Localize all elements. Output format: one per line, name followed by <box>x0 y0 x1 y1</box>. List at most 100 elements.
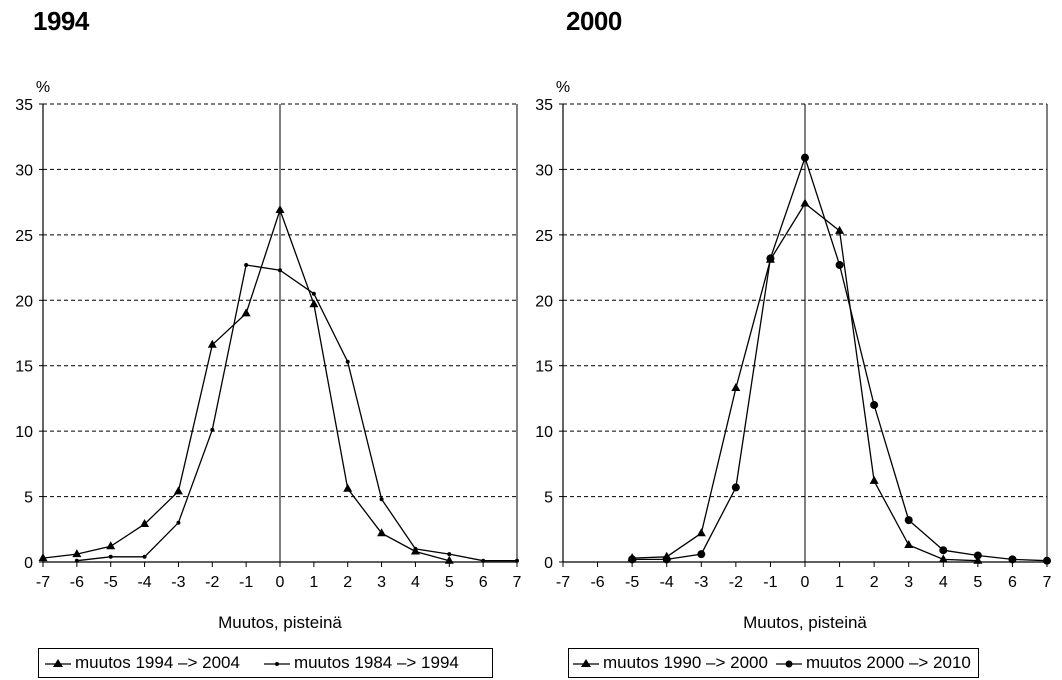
x-tick-label: 6 <box>479 574 488 591</box>
data-point-triangle <box>241 308 251 317</box>
y-tick-label: 30 <box>15 162 33 179</box>
x-tick-label: 5 <box>445 574 454 591</box>
dot-marker-icon <box>263 662 290 666</box>
data-point-circle <box>731 483 740 492</box>
y-tick-label: 20 <box>535 293 553 310</box>
x-tick-label: -4 <box>660 574 674 591</box>
y-tick-label: 0 <box>24 555 33 572</box>
y-tick-label: 25 <box>15 228 33 245</box>
y-tick-label: 10 <box>15 424 33 441</box>
data-point-dot <box>379 497 384 502</box>
chart-panel-2000: 2000 0 5 10 15 20 25 30 35 -7 -6 -5 -4 -3 -2 -1 0 1 2 3 4 5 6… <box>531 0 1062 680</box>
y-tick-label: 15 <box>15 359 33 376</box>
data-point-circle <box>1008 555 1017 564</box>
chart-legend: muutos 1990 –> 2000 muutos 2000 –> 2010 <box>568 648 979 678</box>
data-point-circle <box>904 516 913 525</box>
data-point-circle <box>766 254 775 263</box>
y-tick-label: 35 <box>15 97 33 114</box>
data-point-dot <box>244 262 249 267</box>
data-point-triangle <box>800 198 810 207</box>
legend-item-series-2: muutos 2000 –> 2010 <box>775 653 971 673</box>
data-point-dot <box>345 359 350 364</box>
data-point-dot <box>515 558 519 563</box>
x-tick-label: -3 <box>694 574 708 591</box>
y-axis-label: % <box>36 79 50 96</box>
x-tick-label: 1 <box>309 574 318 591</box>
x-tick-label: 3 <box>377 574 386 591</box>
data-point-circle <box>697 550 706 559</box>
y-tick-label: 20 <box>15 293 33 310</box>
legend-label: muutos 1984 –> 1994 <box>293 653 459 672</box>
x-tick-label: -1 <box>239 574 253 591</box>
chart-title: 1994 <box>33 6 89 36</box>
x-tick-label: 7 <box>1043 574 1052 591</box>
x-tick-label: -7 <box>556 574 570 591</box>
x-tick-label: 4 <box>939 574 948 591</box>
y-tick-label: 5 <box>544 490 553 507</box>
data-point-triangle <box>275 204 285 213</box>
x-tick-label: -6 <box>70 574 84 591</box>
y-axis-label: % <box>556 79 570 96</box>
x-axis-label: Muutos, pisteinä <box>743 613 867 632</box>
y-tick-label: 25 <box>535 228 553 245</box>
data-point-triangle <box>106 541 116 550</box>
data-point-dot <box>74 558 79 563</box>
data-point-triangle <box>869 475 879 484</box>
data-point-triangle <box>140 519 150 528</box>
circle-marker-icon <box>775 660 802 668</box>
x-tick-label: -3 <box>171 574 185 591</box>
y-tick-label: 30 <box>535 162 553 179</box>
x-tick-label: 2 <box>343 574 352 591</box>
data-point-dot <box>210 427 215 432</box>
x-tick-label: 2 <box>870 574 879 591</box>
data-point-circle <box>870 400 879 409</box>
x-tick-label: 3 <box>904 574 913 591</box>
x-tick-label: 4 <box>411 574 420 591</box>
series-line-2 <box>632 155 1048 562</box>
line-chart-1994: 0 5 10 15 20 25 30 35 -7 -6 -5 -4 -3 -2 -1 0 1 2 3 4 5 6 7% Muu… <box>15 79 522 632</box>
legend-label: muutos 1990 –> 2000 <box>603 653 768 672</box>
x-tick-label: 6 <box>1008 574 1017 591</box>
x-tick-label: -2 <box>729 574 743 591</box>
data-point-circle <box>835 260 844 269</box>
y-tick-label: 35 <box>535 97 553 114</box>
data-point-triangle <box>904 539 914 548</box>
data-point-triangle <box>444 555 454 564</box>
triangle-marker-icon <box>573 659 599 667</box>
x-tick-label: -2 <box>205 574 219 591</box>
x-tick-label: 5 <box>973 574 982 591</box>
data-point-dot <box>278 268 282 273</box>
x-tick-label: -5 <box>104 574 118 591</box>
x-tick-label: -6 <box>590 574 604 591</box>
data-point-triangle <box>835 225 845 234</box>
data-point-triangle <box>72 549 82 558</box>
legend-item-series-2: muutos 1984 –> 1994 <box>263 653 459 673</box>
data-point-circle <box>801 153 809 162</box>
data-point-dot <box>311 291 316 296</box>
data-point-triangle <box>38 553 48 562</box>
data-point-triangle <box>696 528 706 537</box>
x-tick-label: 7 <box>513 574 522 591</box>
x-axis-label: Muutos, pisteinä <box>218 613 342 632</box>
legend-item-series-1: muutos 1994 –> 2004 <box>45 653 240 673</box>
data-point-triangle <box>377 528 387 537</box>
chart-panel-1994: 1994 0 5 10 15 20 25 30 35 -7 -6 -5 -4 -3 -2 -1 0 1 2 3 4 5 6… <box>15 6 522 678</box>
x-tick-label: -1 <box>763 574 777 591</box>
data-point-circle <box>973 551 982 560</box>
legend-label: muutos 1994 –> 2004 <box>75 653 240 672</box>
data-point-triangle <box>973 555 983 564</box>
data-point-dot <box>142 554 147 559</box>
x-tick-label: 0 <box>276 574 285 591</box>
data-point-dot <box>108 554 113 559</box>
y-tick-label: 0 <box>544 555 553 572</box>
data-point-dot <box>481 558 486 563</box>
x-tick-label: -5 <box>625 574 639 591</box>
data-point-dot <box>447 552 452 557</box>
legend-item-series-1: muutos 1990 –> 2000 <box>573 653 768 673</box>
triangle-marker-icon <box>45 659 71 667</box>
data-point-circle <box>1043 556 1051 565</box>
y-tick-label: 10 <box>535 424 553 441</box>
chart-legend: muutos 1994 –> 2004 muutos 1984 –> 1994 <box>38 648 493 678</box>
chart-title: 2000 <box>566 6 622 36</box>
x-tick-label: -4 <box>137 574 151 591</box>
